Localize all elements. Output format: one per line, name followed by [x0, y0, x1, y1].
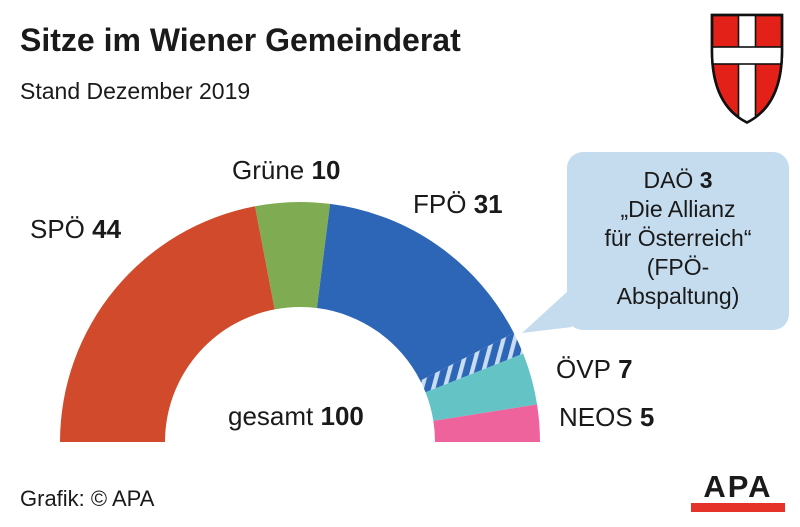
- label-oevp: ÖVP 7: [556, 354, 633, 385]
- party-name: Grüne: [232, 155, 305, 185]
- party-name: DAÖ: [643, 167, 694, 193]
- party-seats: 3: [699, 167, 713, 193]
- label-spoe: SPÖ 44: [30, 214, 121, 245]
- label-neos: NEOS 5: [559, 402, 654, 433]
- label-fpoe: FPÖ 31: [413, 189, 503, 220]
- callout-line: „Die Allianz: [620, 196, 736, 222]
- callout-party-line: DAÖ 3: [567, 166, 789, 195]
- total-value: 100: [320, 401, 364, 431]
- credit-text: Grafik: © APA: [20, 486, 155, 511]
- total-label: gesamt: [228, 401, 314, 431]
- page-title: Sitze im Wiener Gemeinderat: [20, 22, 461, 58]
- party-name: SPÖ: [30, 214, 85, 244]
- segment-oevp: [425, 353, 538, 421]
- label-gruene: Grüne 10: [232, 155, 340, 186]
- label-total: gesamt 100: [228, 401, 364, 432]
- segment-gruene: [255, 201, 331, 310]
- callout-line: (FPÖ-: [646, 254, 710, 280]
- apa-logo-text: APA: [703, 469, 773, 504]
- party-seats: 44: [92, 214, 122, 244]
- party-name: FPÖ: [413, 189, 467, 219]
- segment-fpoe: [316, 203, 514, 381]
- segment-daoe: [420, 333, 524, 393]
- party-name: ÖVP: [556, 354, 611, 384]
- apa-logo-bar: [691, 503, 785, 512]
- callout-line: für Österreich“: [604, 225, 752, 251]
- daoe-callout: DAÖ 3 „Die Allianz für Österreich“ (FPÖ-…: [567, 152, 789, 330]
- callout-tail: [522, 291, 572, 333]
- party-seats: 10: [311, 155, 341, 185]
- party-seats: 7: [618, 354, 633, 384]
- callout-line: Abspaltung): [616, 283, 740, 309]
- apa-logo: APA: [691, 469, 785, 512]
- segment-spoe: [60, 206, 275, 442]
- vienna-coat-of-arms-icon: [710, 13, 784, 124]
- party-seats: 5: [639, 402, 655, 432]
- segment-neos: [433, 404, 540, 442]
- page-subtitle: Stand Dezember 2019: [20, 78, 251, 104]
- party-name: NEOS: [559, 402, 633, 432]
- party-seats: 31: [473, 189, 503, 219]
